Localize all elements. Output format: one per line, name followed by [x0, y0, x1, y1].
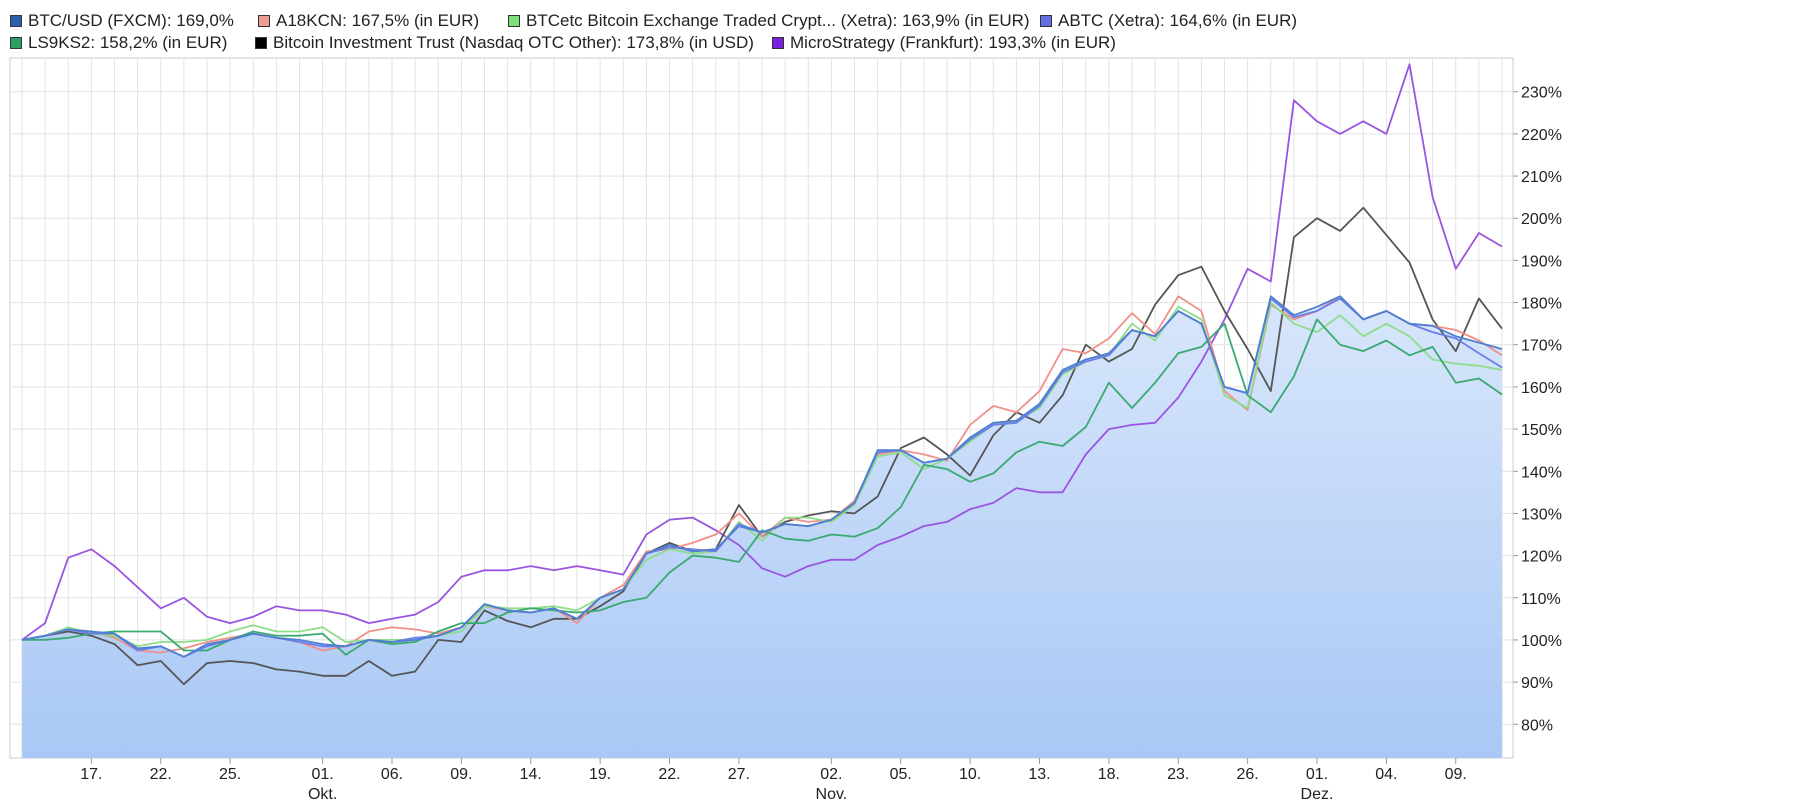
legend-label-ls9ks2: LS9KS2: 158,2% (in EUR)	[28, 33, 228, 52]
x-tick-label: 22.	[150, 766, 172, 783]
y-tick-label: 150%	[1521, 422, 1562, 439]
legend-item-btcetc[interactable]: BTCetc Bitcoin Exchange Traded Crypt... …	[508, 11, 1030, 31]
legend-item-btc-usd[interactable]: BTC/USD (FXCM): 169,0%	[10, 11, 234, 31]
y-tick-label: 140%	[1521, 464, 1562, 481]
legend-item-bitcoin-trust[interactable]: Bitcoin Investment Trust (Nasdaq OTC Oth…	[255, 33, 754, 53]
y-tick-label: 210%	[1521, 169, 1562, 186]
legend-label-btc-usd: BTC/USD (FXCM): 169,0%	[28, 11, 234, 30]
series-line	[21, 301, 1503, 648]
x-tick-label: 01.	[1306, 766, 1328, 783]
legend-swatch-bitcoin-trust	[255, 37, 267, 49]
x-tick-label: 25.	[219, 766, 241, 783]
x-month-label: Okt.	[308, 786, 337, 803]
legend-swatch-a18kcn	[258, 15, 270, 27]
x-tick-label: 09.	[1445, 766, 1467, 783]
y-tick-label: 180%	[1521, 296, 1562, 313]
y-tick-label: 130%	[1521, 506, 1562, 523]
x-tick-label: 01.	[312, 766, 334, 783]
legend-item-a18kcn[interactable]: A18KCN: 167,5% (in EUR)	[258, 11, 479, 31]
y-tick-label: 190%	[1521, 253, 1562, 270]
x-tick-label: 27.	[728, 766, 750, 783]
y-tick-label: 110%	[1521, 591, 1561, 608]
series-line	[22, 318, 1503, 656]
y-tick-label: 160%	[1521, 380, 1562, 397]
y-tick-label: 80%	[1521, 717, 1553, 734]
x-month-label: Dez.	[1301, 786, 1334, 803]
series-lines	[21, 63, 1503, 686]
y-tick-label: 220%	[1521, 127, 1562, 144]
legend-label-abtc: ABTC (Xetra): 164,6% (in EUR)	[1058, 11, 1298, 30]
x-month-label: Nov.	[816, 786, 848, 803]
y-tick-label: 90%	[1521, 675, 1553, 692]
y-tick-label: 200%	[1521, 211, 1562, 228]
x-tick-label: 26.	[1237, 766, 1259, 783]
legend-swatch-microstrategy	[772, 37, 784, 49]
x-tick-label: 22.	[658, 766, 680, 783]
legend-label-btcetc: BTCetc Bitcoin Exchange Traded Crypt... …	[526, 11, 1030, 30]
legend-item-abtc[interactable]: ABTC (Xetra): 164,6% (in EUR)	[1040, 11, 1297, 31]
y-tick-label: 120%	[1521, 549, 1562, 566]
x-tick-label: 04.	[1375, 766, 1397, 783]
legend: BTC/USD (FXCM): 169,0% A18KCN: 167,5% (i…	[0, 0, 1800, 60]
x-tick-label: 23.	[1167, 766, 1189, 783]
x-tick-label: 05.	[890, 766, 912, 783]
y-tick-label: 230%	[1521, 85, 1562, 102]
y-tick-label: 100%	[1521, 633, 1562, 650]
x-tick-label: 18.	[1098, 766, 1120, 783]
legend-swatch-btc-usd	[10, 15, 22, 27]
legend-item-microstrategy[interactable]: MicroStrategy (Frankfurt): 193,3% (in EU…	[772, 33, 1116, 53]
y-axis: 80% 90% 100% 110% 120% 130% 140% 150% 160% 170% 18…	[1513, 85, 1562, 734]
x-tick-label: 13.	[1028, 766, 1050, 783]
legend-swatch-abtc	[1040, 15, 1052, 27]
legend-label-microstrategy: MicroStrategy (Frankfurt): 193,3% (in EU…	[790, 33, 1116, 52]
legend-swatch-btcetc	[508, 15, 520, 27]
x-tick-label: 09.	[450, 766, 472, 783]
x-tick-label: 02.	[820, 766, 842, 783]
x-tick-label: 19.	[589, 766, 611, 783]
x-tick-label: 17.	[80, 766, 102, 783]
legend-label-bitcoin-trust: Bitcoin Investment Trust (Nasdaq OTC Oth…	[273, 33, 754, 52]
series-line	[21, 63, 1503, 641]
legend-label-a18kcn: A18KCN: 167,5% (in EUR)	[276, 11, 480, 30]
legend-item-ls9ks2[interactable]: LS9KS2: 158,2% (in EUR)	[10, 33, 227, 53]
legend-swatch-ls9ks2	[10, 37, 22, 49]
series-line	[21, 295, 1503, 658]
x-axis: 17. 22. 25. 01. Okt. 06. 09. 14. 19. 22. 27. 02. Nov…	[80, 758, 1467, 803]
x-tick-label: 10.	[959, 766, 981, 783]
x-tick-label: 14.	[520, 766, 542, 783]
x-tick-label: 06.	[381, 766, 403, 783]
y-tick-label: 170%	[1521, 338, 1562, 355]
